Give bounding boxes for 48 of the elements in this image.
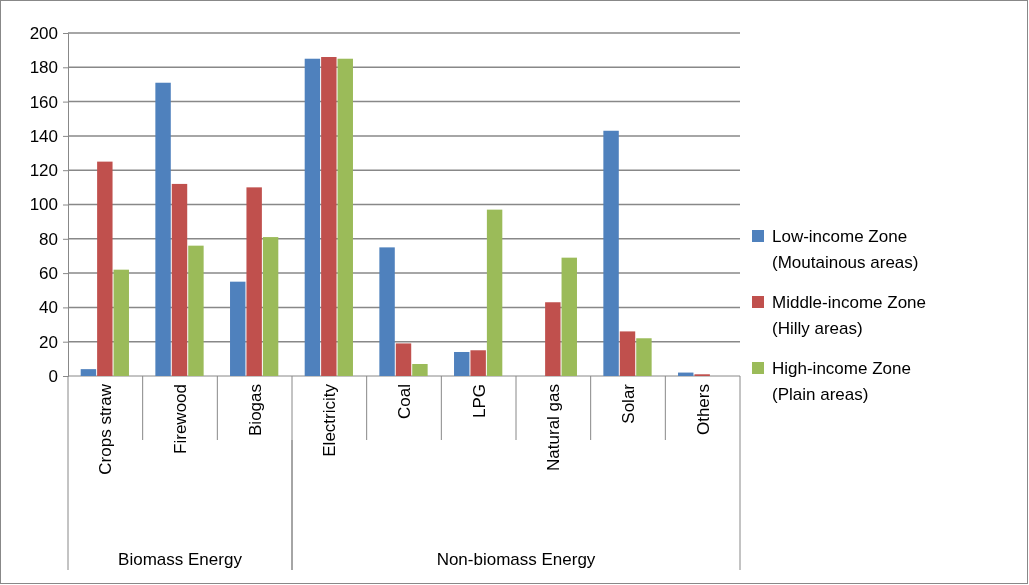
y-tick-label: 200: [29, 23, 58, 43]
y-tick-label: 160: [29, 92, 58, 112]
y-tick-label: 180: [29, 58, 58, 78]
bar: [545, 302, 561, 376]
x-tick-label: Electricity: [320, 383, 340, 457]
legend-label: Low-income Zone (Moutainous areas): [772, 227, 919, 272]
bar: [603, 130, 619, 376]
x-tick-label: Crops straw: [96, 383, 116, 475]
bar: [486, 209, 503, 376]
x-tick-label: Natural gas: [544, 384, 564, 471]
bar: [171, 183, 188, 376]
y-tick-label: 100: [29, 195, 58, 215]
bar: [113, 269, 129, 376]
legend-label: Middle-income Zone (Hilly areas): [772, 293, 927, 338]
text: Biomass Energy: [118, 550, 243, 569]
bar: [246, 187, 262, 376]
bar: [337, 58, 353, 376]
x-tick-label: Coal: [395, 384, 414, 419]
bar: [321, 57, 337, 376]
bar: [97, 161, 113, 376]
x-tick-label: Biogas: [245, 384, 265, 436]
x-tick-label: Solar: [619, 383, 638, 424]
bar: [262, 237, 279, 376]
bar: [304, 58, 321, 376]
x-tick-label: LPG: [469, 384, 489, 419]
bar: [155, 82, 171, 376]
legend-label: High-income Zone (Plain areas): [772, 359, 911, 404]
bar: [379, 247, 395, 376]
bar: [188, 245, 204, 376]
text: Non-biomass Energy: [436, 550, 596, 569]
y-tick-label: 60: [39, 264, 58, 284]
bar: [454, 351, 470, 376]
y-tick-label: 120: [29, 161, 58, 181]
x-tick-label: Firewood: [171, 384, 190, 454]
bar: [412, 364, 428, 376]
bar: [561, 257, 577, 376]
y-tick-label: 80: [39, 229, 58, 249]
y-tick-label: 20: [39, 332, 58, 352]
bar: [80, 369, 97, 376]
y-tick-label: 40: [39, 298, 58, 318]
y-tick-label: 0: [48, 366, 58, 386]
bar: [395, 343, 412, 376]
bar: [619, 331, 636, 376]
bar: [636, 338, 652, 376]
bar: [470, 350, 486, 376]
y-tick-label: 140: [29, 126, 58, 146]
x-tick-label: Others: [693, 384, 713, 436]
bar: [230, 281, 246, 376]
